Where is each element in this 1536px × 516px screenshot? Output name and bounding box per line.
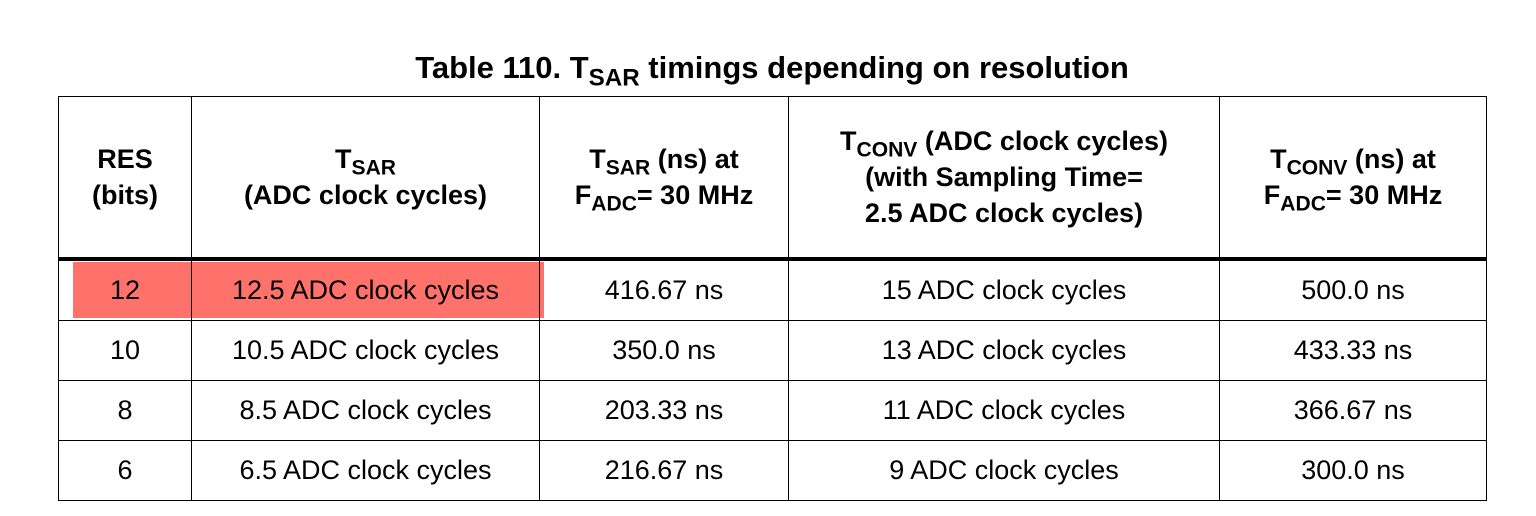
header-tsar-ns: TSAR (ns) at FADC= 30 MHz <box>539 96 789 260</box>
table-cell: 8.5 ADC clock cycles <box>191 380 540 441</box>
table-cell: 11 ADC clock cycles <box>788 380 1220 441</box>
table-cell: 433.33 ns <box>1219 320 1487 381</box>
table-cell: 10 <box>58 320 192 381</box>
table-cell: 10.5 ADC clock cycles <box>191 320 540 381</box>
table-row: 6 6.5 ADC clock cycles 216.67 ns 9 ADC cloc… <box>58 440 1487 501</box>
table-cell: 6 <box>58 440 192 501</box>
table-cell: 6.5 ADC clock cycles <box>191 440 540 501</box>
timing-table: RES (bits) TSAR (ADC clock cycles) TSAR (n… <box>58 96 1487 501</box>
table-cell: 8 <box>58 380 192 441</box>
table-row: 12 12.5 ADC clock cycles 416.67 ns 15 ADC c… <box>58 258 1487 321</box>
header-tconv-cycles: TCONV (ADC clock cycles) (with Sampling T… <box>788 96 1220 260</box>
table-cell: 12 <box>58 258 192 321</box>
table-caption: Table 110. TSAR timings depending on res… <box>415 50 1129 92</box>
table-cell: 12.5 ADC clock cycles <box>191 258 540 321</box>
table-cell: 13 ADC clock cycles <box>788 320 1220 381</box>
table-cell: 366.67 ns <box>1219 380 1487 441</box>
table-cell: 416.67 ns <box>539 258 789 321</box>
header-tconv-ns: TCONV (ns) at FADC= 30 MHz <box>1219 96 1487 260</box>
header-res: RES (bits) <box>58 96 192 260</box>
header-row: RES (bits) TSAR (ADC clock cycles) TSAR (n… <box>58 96 1487 260</box>
table-cell: 15 ADC clock cycles <box>788 258 1220 321</box>
table-row: 10 10.5 ADC clock cycles 350.0 ns 13 ADC cl… <box>58 320 1487 381</box>
header-tsar-cycles: TSAR (ADC clock cycles) <box>191 96 540 260</box>
table-cell: 9 ADC clock cycles <box>788 440 1220 501</box>
table-row: 8 8.5 ADC clock cycles 203.33 ns 11 ADC clo… <box>58 380 1487 441</box>
table-cell: 500.0 ns <box>1219 258 1487 321</box>
table-cell: 350.0 ns <box>539 320 789 381</box>
table-cell: 203.33 ns <box>539 380 789 441</box>
table-cell: 300.0 ns <box>1219 440 1487 501</box>
table-cell: 216.67 ns <box>539 440 789 501</box>
